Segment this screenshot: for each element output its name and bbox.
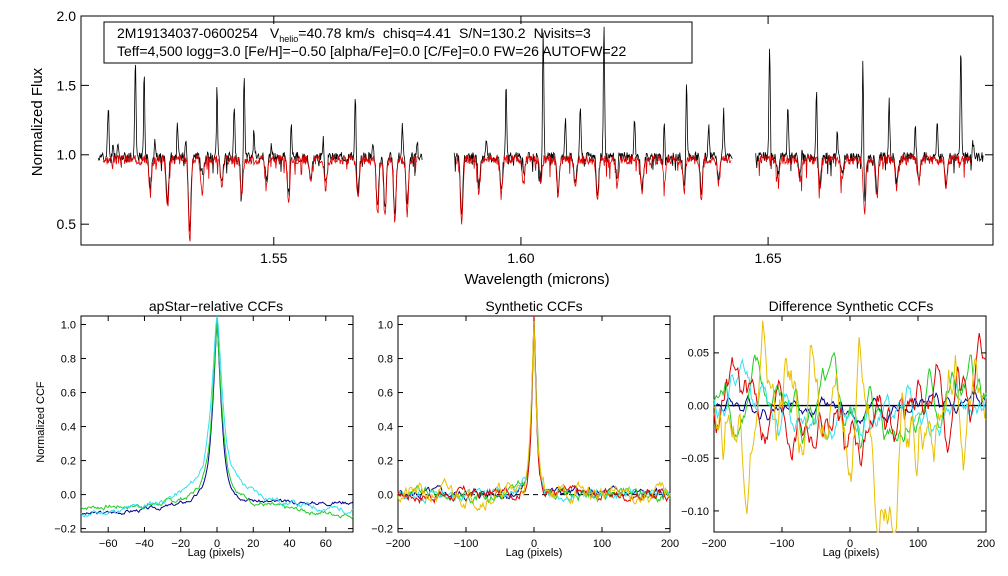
difference-ccf-xtick-label: −100 [770, 538, 795, 550]
apstar-ccf-xtick-label: −40 [135, 538, 154, 550]
synthetic-ccf-visit-2-line [397, 323, 671, 505]
apstar-ccf-ytick-label: 0.4 [61, 421, 76, 433]
spectrum-observed-line [755, 48, 984, 202]
apstar-ccf-panel: apStar−relative CCFs Lag (pixels) Normal… [35, 298, 354, 559]
apstar-ccf-plot-frame [80, 315, 354, 533]
annotation-line2: Teff=4,500 logg=3.0 [Fe/H]=−0.50 [alpha/… [117, 43, 626, 59]
annotation-nvisits: Nvisits=3 [534, 25, 591, 41]
apstar-ccf-ytick-label: −0.2 [54, 523, 76, 535]
annotation-v-symbol: V [270, 25, 280, 41]
apstar-ccf-visit-2-line [80, 318, 354, 519]
annotation-line1: 2M19134037-0600254 Vhelio=40.78 km/s chisq… [117, 25, 591, 44]
annotation-star-id: 2M19134037-0600254 [117, 25, 258, 41]
apstar-ccf-ytick-label: 0.0 [61, 489, 76, 501]
apstar-ccf-ytick-label: 0.2 [61, 455, 76, 467]
synthetic-ccf-ytick-label: −0.2 [371, 523, 393, 535]
spectrum-xtick-label: 1.60 [507, 250, 534, 266]
synthetic-ccf-ytick-label: 0.4 [378, 421, 393, 433]
synthetic-ccf-xlabel: Lag (pixels) [506, 547, 563, 559]
apstar-ccf-visit-1-line [80, 316, 354, 516]
annotation-box [103, 21, 693, 64]
synthetic-ccf-xtick-label: 200 [661, 538, 679, 550]
annotation-vhelio: =40.78 km/s [298, 25, 375, 41]
spectrum-ytick-label: 0.5 [57, 216, 77, 232]
difference-ccf-xtick-label: 100 [909, 538, 927, 550]
difference-ccf-xlabel: Lag (pixels) [823, 547, 880, 559]
apstar-ccf-xtick-label: 40 [283, 538, 295, 550]
difference-ccf-plot-frame [713, 315, 987, 533]
apstar-ccf-visit-3-line [80, 315, 354, 518]
difference-ccf-xtick-label: 200 [977, 538, 995, 550]
spectrum-xtick-label: 1.65 [754, 250, 781, 266]
synthetic-ccf-ytick-label: 1.0 [378, 319, 393, 331]
difference-ccf-visit-5-line [713, 320, 987, 533]
spectrum-plot-frame [80, 15, 994, 246]
apstar-ccf-ytick-label: 0.6 [61, 387, 76, 399]
apstar-ccf-ytick-label: 0.8 [61, 353, 76, 365]
difference-ccf-ytick-label: 0.05 [688, 348, 709, 360]
apstar-ccf-xtick-label: 60 [320, 538, 332, 550]
spectrum-panel: Normalized Flux Wavelength (microns) 2M1… [29, 8, 994, 288]
synthetic-ccf-ytick-label: 0.6 [378, 387, 393, 399]
difference-ccf-ytick-label: −0.10 [681, 506, 709, 518]
spectrum-observed-line [97, 64, 423, 232]
synthetic-ccf-ytick-label: 0.8 [378, 353, 393, 365]
apstar-ccf-xtick-label: 0 [214, 538, 220, 550]
synthetic-ccf-ytick-label: 0.2 [378, 455, 393, 467]
synthetic-ccf-ytick-label: 0.0 [378, 489, 393, 501]
spectrum-ytick-label: 1.5 [57, 77, 77, 93]
spectrum-ytick-label: 2.0 [57, 8, 77, 24]
spectrum-ylabel: Normalized Flux [29, 67, 46, 176]
spectrum-model-line [102, 154, 418, 242]
difference-ccf-ytick-label: −0.05 [681, 453, 709, 465]
spectrum-model-line [757, 153, 972, 215]
apstar-ccf-xlabel: Lag (pixels) [188, 547, 245, 559]
spectrum-ytick-label: 1.0 [57, 147, 77, 163]
apstar-ccf-xtick-label: −20 [171, 538, 190, 550]
synthetic-ccf-visit-3-line [397, 322, 671, 505]
apstar-ccf-ytick-label: 1.0 [61, 319, 76, 331]
annotation-chisq: chisq=4.41 [383, 25, 451, 41]
synthetic-ccf-xtick-label: 100 [593, 538, 611, 550]
spectrum-xlabel: Wavelength (microns) [464, 271, 609, 288]
apstar-ccf-ylabel: Normalized CCF [35, 381, 47, 463]
apstar-ccf-title: apStar−relative CCFs [149, 298, 283, 314]
difference-ccf-title: Difference Synthetic CCFs [769, 298, 934, 314]
difference-ccf-panel: Difference Synthetic CCFs Lag (pixels) −… [681, 298, 995, 559]
difference-ccf-visit-3-line [713, 357, 987, 441]
synthetic-ccf-xtick-label: −200 [386, 538, 411, 550]
synthetic-ccf-xtick-label: 0 [531, 538, 537, 550]
apstar-ccf-xtick-label: 20 [247, 538, 259, 550]
synthetic-ccf-panel: Synthetic CCFs Lag (pixels) −200 −100 0 100… [371, 298, 679, 559]
difference-ccf-xtick-label: 0 [847, 538, 853, 550]
difference-ccf-xtick-label: −200 [702, 538, 727, 550]
annotation-sn: S/N=130.2 [459, 25, 526, 41]
spectrum-model-line [456, 154, 732, 225]
synthetic-ccf-visit-1-line [397, 315, 671, 502]
synthetic-ccf-title: Synthetic CCFs [485, 298, 582, 314]
synthetic-ccf-xtick-label: −100 [454, 538, 479, 550]
apstar-ccf-xtick-label: −60 [99, 538, 118, 550]
annotation-v-subscript: helio [279, 34, 298, 44]
synthetic-ccf-visit-5-line [397, 320, 671, 512]
synthetic-ccf-visit-4-line [397, 315, 671, 505]
difference-ccf-ytick-label: 0.00 [688, 400, 709, 412]
spectrum-xtick-label: 1.55 [260, 250, 287, 266]
difference-ccf-visit-4-line [713, 333, 987, 467]
